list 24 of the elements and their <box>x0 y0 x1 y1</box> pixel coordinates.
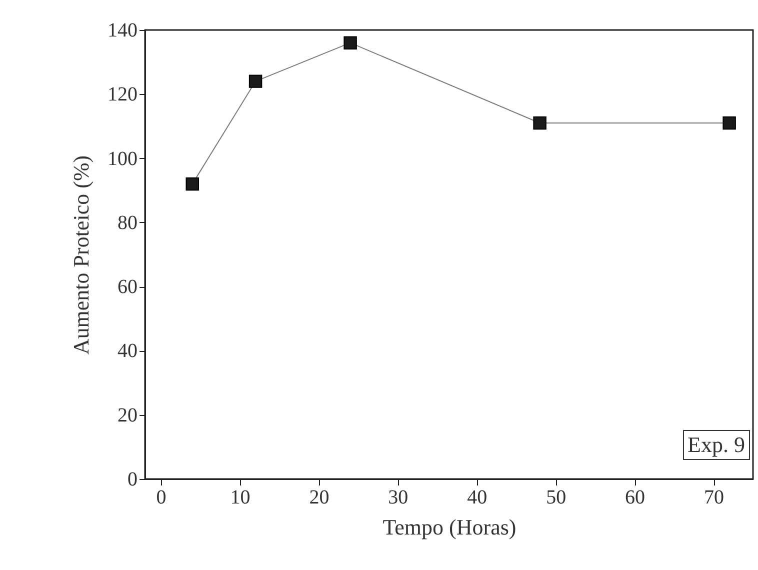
y-tick-label: 120 <box>108 84 138 106</box>
x-tick-label: 10 <box>230 486 250 508</box>
x-tick-label: 40 <box>467 486 488 508</box>
y-tick-label: 20 <box>118 404 138 426</box>
y-tick-label: 40 <box>118 340 138 362</box>
point <box>533 116 546 130</box>
point <box>344 36 357 50</box>
x-axis-title: Tempo (Horas) <box>382 514 516 540</box>
point <box>248 74 262 88</box>
y-tick-label: 80 <box>118 212 138 234</box>
y-tick-label: 100 <box>108 148 138 170</box>
y-tick-label: 60 <box>118 276 138 298</box>
point <box>186 177 199 191</box>
x-tick-label: 20 <box>309 486 330 508</box>
x-tick-label: 70 <box>704 486 724 508</box>
y-tick-label: 0 <box>128 468 138 490</box>
y-axis-title: Aumento Proteico (%) <box>68 155 94 355</box>
y-tick-label: 140 <box>108 20 138 42</box>
point <box>722 116 736 130</box>
x-tick-label: 0 <box>156 486 166 508</box>
annotation: Exp. 9 <box>682 430 750 460</box>
x-tick-label: 50 <box>546 486 566 508</box>
x-tick-label: 60 <box>625 486 646 508</box>
x-tick-label: 30 <box>388 486 408 508</box>
